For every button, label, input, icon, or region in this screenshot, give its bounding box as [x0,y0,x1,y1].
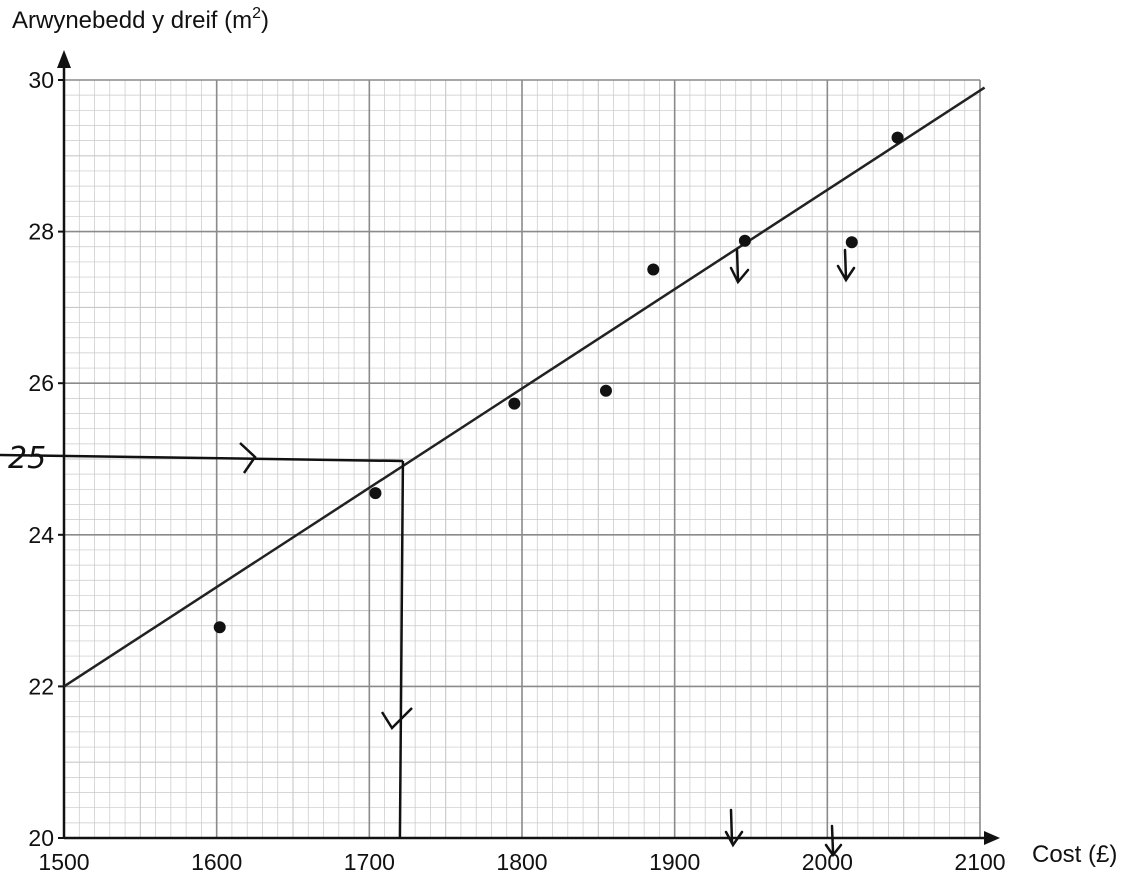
x-tick-label: 2100 [954,849,1005,875]
x-tick-labels: 1500 1600 1700 1800 1900 2000 2100 [38,849,1005,875]
x-tick-label: 2000 [802,849,853,875]
y-tick-label: 24 [28,522,54,548]
y-tick-label: 26 [28,370,54,396]
y-tick-label: 30 [28,67,54,93]
x-axis-title: Cost (£) [1032,841,1117,868]
annotation-vertical-line [398,460,405,839]
line-of-best-fit [63,86,986,688]
data-point [599,384,612,397]
y-tick-labels: 20 22 24 26 28 30 [28,67,64,851]
x-tick-label: 1900 [649,849,700,875]
x-tick-label: 1600 [191,849,242,875]
y-axis-arrow [57,50,71,68]
x-tick-label: 1800 [496,849,547,875]
down-arrow-mark [724,808,744,848]
data-point [845,236,858,249]
data-point [647,263,660,276]
handwritten-arrows [724,248,856,858]
annotation-down-arrowhead [380,707,413,730]
y-axis-title: Arwynebedd y dreif (m2) [12,5,269,34]
data-point [369,487,382,500]
data-points [213,131,904,634]
data-point [508,397,521,410]
x-tick-label: 1700 [344,849,395,875]
x-axis-arrow [984,831,1000,845]
down-arrow-mark [824,824,843,858]
annotation-right-arrowhead [239,442,257,474]
annotation-label: 25 [8,441,46,476]
reading-annotation: 25 [0,441,413,839]
annotation-horizontal-line [0,453,403,463]
y-tick-label: 20 [28,825,54,851]
x-tick-label: 1500 [38,849,89,875]
data-point [738,234,751,247]
y-tick-label: 22 [28,673,54,699]
down-arrow-mark [836,248,856,283]
y-tick-label: 28 [28,219,54,245]
data-point [891,131,904,144]
down-arrow-mark [729,248,750,285]
data-point [213,621,226,634]
